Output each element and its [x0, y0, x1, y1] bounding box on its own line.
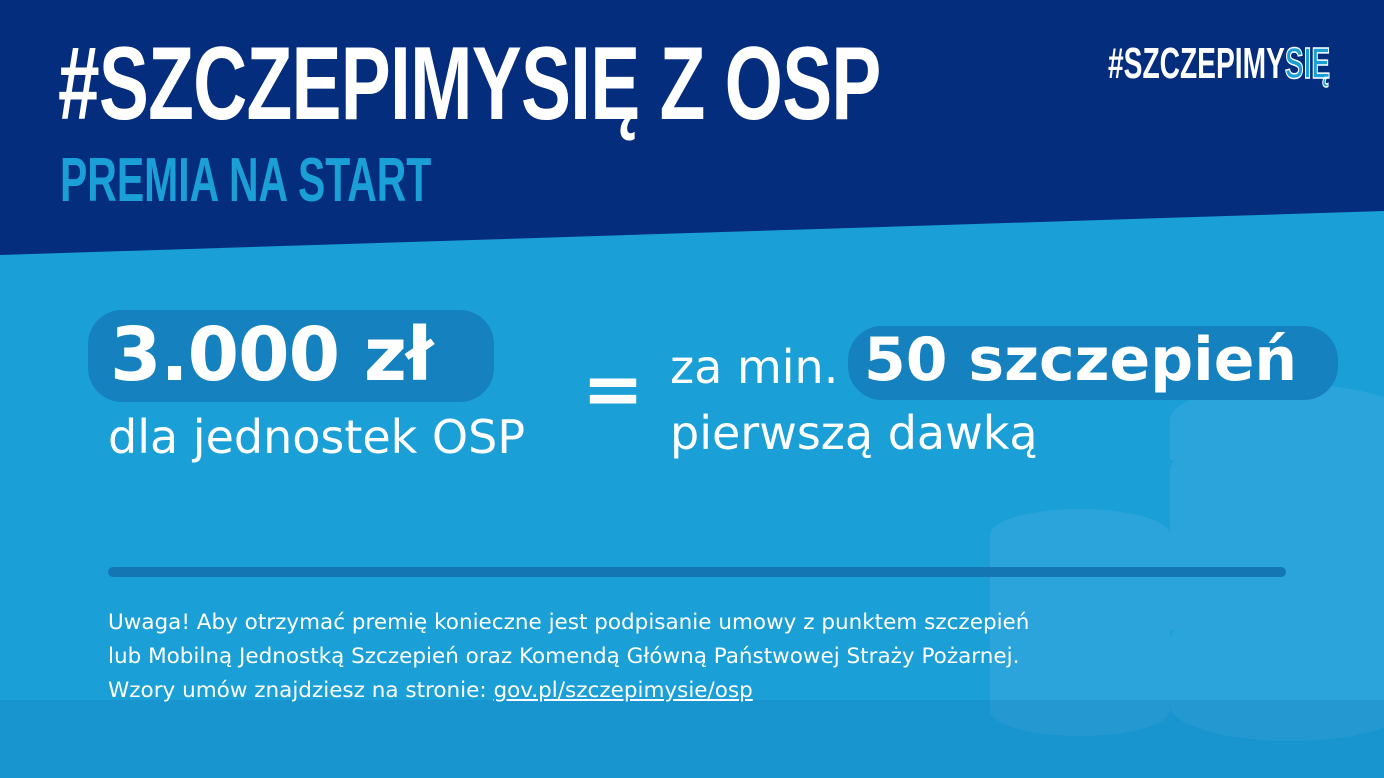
- amount: 3.000 zł: [110, 312, 433, 398]
- hashtag-logo: #SZCZEPIMYSIĘ: [1108, 39, 1331, 88]
- header-band: [0, 0, 1384, 255]
- page-title: #SZCZEPIMYSIĘ Z OSP: [58, 26, 881, 142]
- condition-prefix: za min.: [670, 340, 839, 394]
- condition-suffix: pierwszą dawką: [670, 406, 1038, 460]
- hashtag-main: #SZCZEPIMY: [1108, 39, 1285, 88]
- hashtag-outline: SIĘ: [1284, 39, 1331, 88]
- coin-stack-icon: [990, 384, 1384, 741]
- note: Uwaga! Aby otrzymać premię konieczne jes…: [108, 606, 1029, 708]
- note-line-3: Wzory umów znajdziesz na stronie: gov.pl…: [108, 674, 1029, 708]
- note-line-3-prefix: Wzory umów znajdziesz na stronie:: [108, 678, 494, 703]
- website-link[interactable]: gov.pl/szczepimysie/osp: [493, 678, 753, 703]
- amount-pill: [88, 310, 494, 402]
- amount-caption: dla jednostek OSP: [108, 410, 526, 464]
- count-pill: [848, 326, 1338, 400]
- bottom-shade: [0, 700, 1384, 778]
- condition-count: 50 szczepień: [864, 325, 1298, 395]
- divider: [108, 567, 1286, 577]
- equals-sign: =: [582, 346, 645, 432]
- note-line-2: lub Mobilną Jednostką Szczepień oraz Kom…: [108, 644, 1020, 669]
- note-line-1: Uwaga! Aby otrzymać premię konieczne jes…: [108, 610, 1030, 635]
- page-subtitle: PREMIA NA START: [60, 146, 432, 215]
